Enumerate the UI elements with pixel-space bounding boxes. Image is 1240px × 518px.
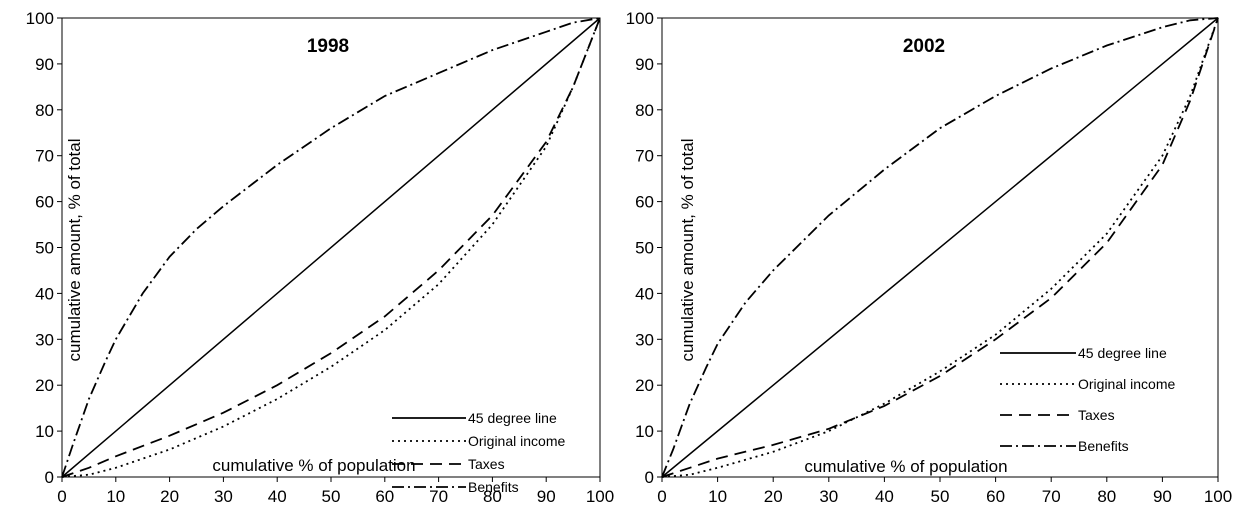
y-tick-label: 10 [635, 422, 654, 441]
x-tick-label: 40 [875, 487, 894, 506]
x-axis-label: cumulative % of population [804, 457, 1007, 476]
y-tick-label: 50 [35, 239, 54, 258]
y-tick-label: 90 [35, 55, 54, 74]
x-tick-label: 80 [1097, 487, 1116, 506]
legend-label: Taxes [468, 456, 505, 472]
x-tick-label: 0 [657, 487, 666, 506]
series-line-original-income [61, 17, 601, 478]
x-tick-label: 10 [708, 487, 727, 506]
y-tick-label: 40 [35, 284, 54, 303]
series-line-taxes [61, 17, 601, 478]
legend-label: 45 degree line [468, 410, 557, 426]
series-line-original-income [661, 17, 1219, 478]
chart-title: 2002 [903, 36, 945, 57]
y-tick-label: 100 [626, 9, 654, 28]
legend-label: Original income [1078, 376, 1175, 392]
y-tick-label: 20 [635, 376, 654, 395]
legend: 45 degree line Original income Taxes Benefi… [392, 410, 565, 495]
legend-label: Original income [468, 433, 565, 449]
y-tick-label: 50 [635, 239, 654, 258]
x-tick-label: 60 [986, 487, 1005, 506]
x-tick-label: 40 [268, 487, 287, 506]
legend-label: Benefits [1078, 438, 1129, 454]
x-tick-label: 100 [586, 487, 614, 506]
x-tick-label: 90 [537, 487, 556, 506]
x-tick-label: 0 [57, 487, 66, 506]
y-axis-label: cumulative amount, % of total [65, 138, 84, 361]
x-axis-label: cumulative % of population [212, 456, 415, 475]
y-tick-label: 10 [35, 422, 54, 441]
y-tick-label: 0 [45, 468, 54, 487]
chart-panel-2002: 0 10 20 30 40 50 60 70 80 90 100 0 10 20 30 40 50 60 70 80 9… [626, 9, 1233, 506]
x-tick-label: 20 [764, 487, 783, 506]
y-tick-label: 30 [635, 330, 654, 349]
y-tick-label: 60 [35, 193, 54, 212]
y-tick-label: 40 [635, 284, 654, 303]
y-tick-label: 100 [26, 9, 54, 28]
y-tick-label: 20 [35, 376, 54, 395]
x-tick-label: 50 [931, 487, 950, 506]
y-axis-label: cumulative amount, % of total [678, 138, 697, 361]
y-tick-label: 0 [645, 468, 654, 487]
legend-label: Benefits [468, 479, 519, 495]
series-line-benefits [661, 17, 1219, 478]
y-tick-label: 90 [635, 55, 654, 74]
y-tick-label: 80 [35, 101, 54, 120]
y-tick-label: 80 [635, 101, 654, 120]
x-tick-label: 30 [214, 487, 233, 506]
x-tick-label: 60 [375, 487, 394, 506]
x-tick-label: 90 [1153, 487, 1172, 506]
chart-panel-1998: 0 10 20 30 40 50 60 70 80 90 100 0 10 20 30 40 50 60 70 80 9… [26, 9, 615, 506]
y-tick-label: 70 [635, 147, 654, 166]
series-line-taxes [661, 17, 1219, 478]
x-tick-label: 50 [322, 487, 341, 506]
legend-label: Taxes [1078, 407, 1115, 423]
y-tick-label: 70 [35, 147, 54, 166]
legend: 45 degree line Original income Taxes Benefi… [1000, 345, 1175, 454]
x-tick-label: 70 [1042, 487, 1061, 506]
x-tick-label: 70 [429, 487, 448, 506]
chart-title: 1998 [307, 36, 349, 57]
legend-label: 45 degree line [1078, 345, 1167, 361]
x-tick-label: 30 [819, 487, 838, 506]
x-tick-label: 20 [160, 487, 179, 506]
y-tick-label: 30 [35, 330, 54, 349]
series-line-45-degree-line [61, 17, 601, 478]
x-tick-label: 80 [483, 487, 502, 506]
y-tick-label: 60 [635, 193, 654, 212]
series-line-45-degree-line [661, 17, 1219, 478]
x-tick-label: 100 [1204, 487, 1232, 506]
x-tick-label: 10 [106, 487, 125, 506]
